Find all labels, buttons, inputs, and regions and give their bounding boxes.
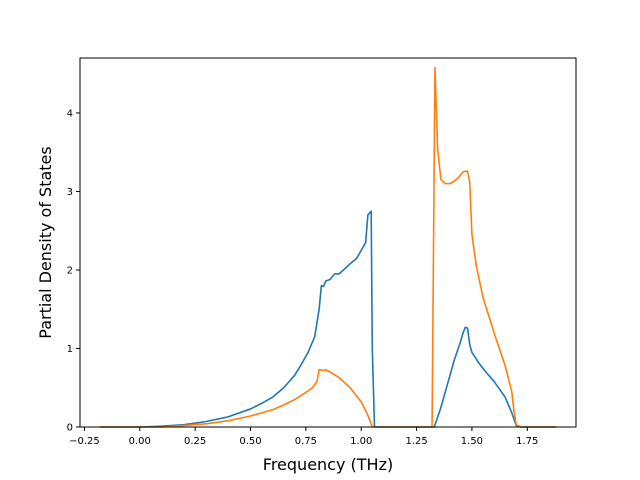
y-tick-label: 2 — [67, 265, 73, 276]
x-tick-label: 1.75 — [516, 436, 538, 447]
y-tick-label: 4 — [67, 108, 73, 119]
y-tick-label: 0 — [67, 423, 73, 434]
x-tick-label: 0.25 — [184, 436, 206, 447]
x-tick-label: 1.25 — [405, 436, 427, 447]
y-tick-label: 3 — [67, 187, 73, 198]
y-axis-label: Partial Density of States — [36, 146, 55, 338]
x-tick-label: 0.75 — [295, 436, 317, 447]
x-axis-label: Frequency (THz) — [263, 455, 393, 474]
x-tick-label: 1.50 — [461, 436, 483, 447]
series-line-1 — [99, 210, 557, 428]
x-tick-label: 1.00 — [350, 436, 372, 447]
y-axis-ticks: 0 1 2 3 4 — [67, 108, 80, 434]
x-tick-label: −0.25 — [69, 436, 100, 447]
x-tick-label: 0.50 — [239, 436, 261, 447]
y-tick-label: 1 — [67, 344, 73, 355]
x-tick-label: 0.00 — [129, 436, 151, 447]
plot-frame — [79, 57, 577, 428]
x-axis-ticks: −0.25 0.00 0.25 0.50 0.75 1.00 1.25 1.50 1.75 — [69, 427, 538, 447]
